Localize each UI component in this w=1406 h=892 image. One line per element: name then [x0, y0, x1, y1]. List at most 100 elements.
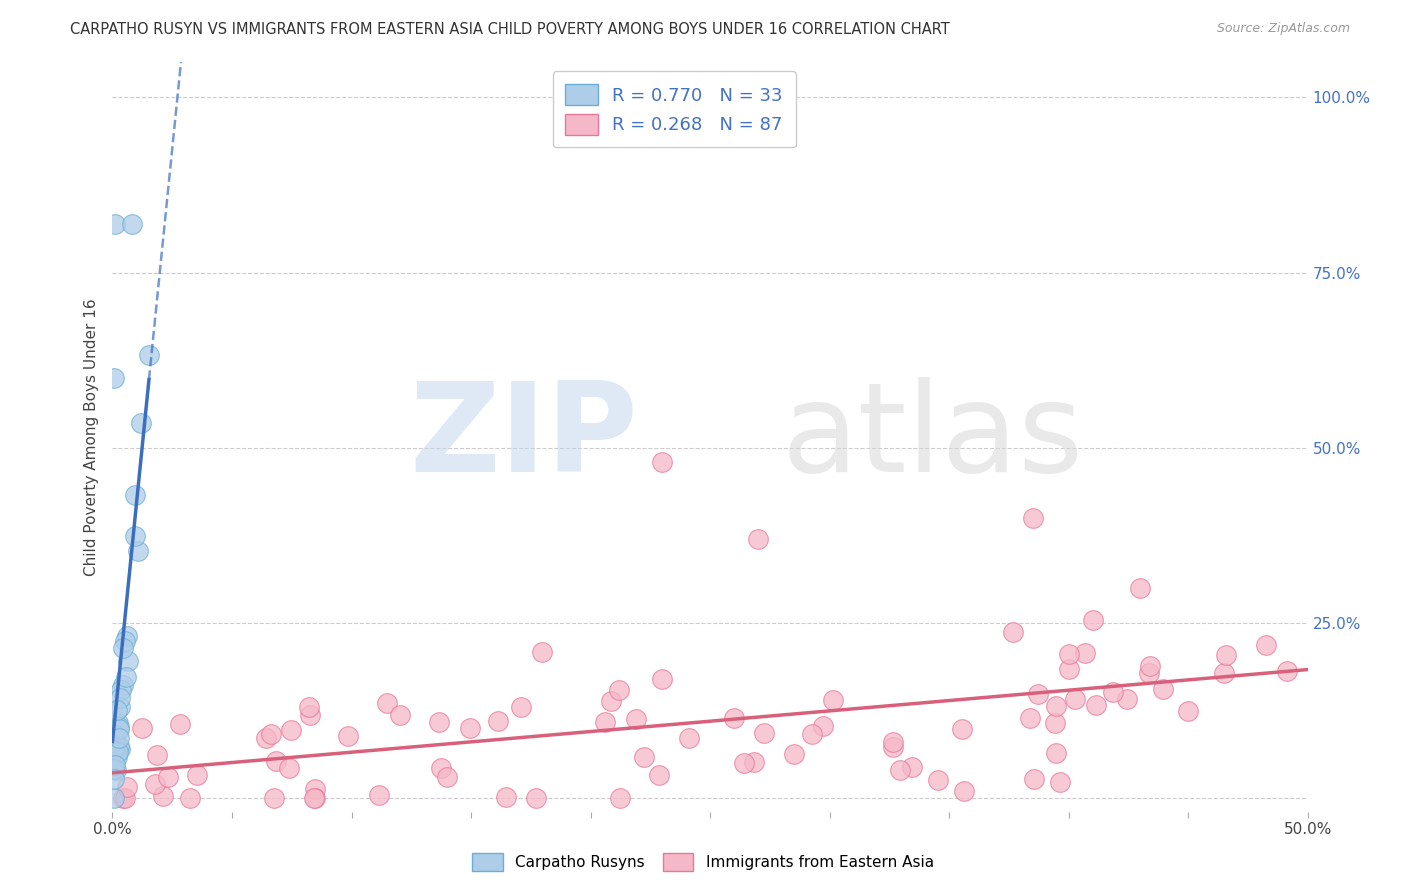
- Point: [107, 716, 129, 731]
- Text: CARPATHO RUSYN VS IMMIGRANTS FROM EASTERN ASIA CHILD POVERTY AMONG BOYS UNDER 16: CARPATHO RUSYN VS IMMIGRANTS FROM EASTER…: [70, 22, 950, 37]
- Point: [114, 634, 136, 648]
- Point: [110, 683, 132, 698]
- Point: [124, 488, 146, 502]
- Text: atlas: atlas: [782, 376, 1084, 498]
- Point: [103, 790, 125, 805]
- Point: [678, 731, 700, 746]
- Point: [648, 768, 671, 782]
- Point: [651, 454, 673, 468]
- Point: [260, 726, 283, 740]
- Point: [1049, 775, 1071, 789]
- Point: [821, 692, 844, 706]
- Point: [427, 715, 450, 730]
- Point: [882, 740, 904, 755]
- Point: [112, 790, 135, 805]
- Point: [1115, 692, 1137, 706]
- Point: [108, 690, 131, 705]
- Point: [900, 760, 922, 774]
- Point: [509, 700, 531, 714]
- Point: [651, 672, 673, 686]
- Point: [950, 722, 973, 736]
- Point: [138, 349, 160, 363]
- Point: [607, 682, 630, 697]
- Point: [254, 731, 277, 746]
- Point: [1256, 638, 1278, 652]
- Point: [747, 532, 769, 546]
- Point: [121, 217, 143, 231]
- Y-axis label: Child Poverty Among Boys Under 16: Child Poverty Among Boys Under 16: [84, 298, 100, 576]
- Point: [112, 678, 135, 692]
- Point: [1073, 646, 1095, 660]
- Point: [1022, 772, 1045, 787]
- Point: [107, 745, 129, 759]
- Point: [131, 721, 153, 735]
- Point: [1215, 648, 1237, 662]
- Point: [108, 731, 131, 746]
- Point: [723, 711, 745, 725]
- Point: [266, 754, 288, 768]
- Text: Source: ZipAtlas.com: Source: ZipAtlas.com: [1216, 22, 1350, 36]
- Point: [277, 761, 299, 775]
- Point: [156, 770, 179, 784]
- Point: [103, 370, 125, 384]
- Point: [108, 721, 131, 735]
- Point: [430, 761, 453, 775]
- Point: [436, 770, 458, 784]
- Point: [299, 707, 322, 722]
- Point: [105, 750, 128, 764]
- Point: [298, 700, 321, 714]
- Point: [624, 712, 647, 726]
- Point: [953, 783, 976, 797]
- Point: [927, 772, 949, 787]
- Point: [1084, 698, 1107, 712]
- Point: [742, 755, 765, 769]
- Point: [1057, 662, 1080, 676]
- Point: [108, 739, 131, 754]
- Point: [337, 729, 360, 743]
- Point: [1018, 711, 1040, 725]
- Point: [302, 790, 325, 805]
- Point: [752, 726, 775, 740]
- Point: [593, 714, 616, 729]
- Point: [782, 747, 804, 761]
- Point: [486, 714, 509, 728]
- Point: [129, 416, 152, 430]
- Point: [1152, 682, 1174, 697]
- Point: [103, 743, 125, 757]
- Point: [124, 529, 146, 543]
- Point: [117, 780, 139, 795]
- Point: [263, 790, 285, 805]
- Point: [889, 763, 911, 777]
- Point: [1212, 665, 1234, 680]
- Point: [114, 790, 136, 805]
- Point: [1063, 691, 1085, 706]
- Point: [169, 716, 191, 731]
- Point: [1177, 704, 1199, 718]
- Point: [127, 544, 149, 558]
- Point: [1275, 664, 1298, 678]
- Point: [609, 790, 631, 805]
- Point: [1045, 715, 1067, 730]
- Point: [458, 722, 481, 736]
- Point: [1045, 746, 1067, 760]
- Point: [114, 670, 136, 684]
- Point: [389, 707, 412, 722]
- Point: [104, 727, 127, 741]
- Legend: R = 0.770   N = 33, R = 0.268   N = 87: R = 0.770 N = 33, R = 0.268 N = 87: [553, 71, 796, 147]
- Point: [1045, 699, 1067, 714]
- Point: [633, 749, 655, 764]
- Point: [143, 777, 166, 791]
- Point: [1137, 665, 1160, 680]
- Point: [104, 764, 127, 778]
- Point: [104, 217, 127, 231]
- Point: [1081, 613, 1104, 627]
- Point: [1022, 510, 1045, 524]
- Point: [186, 768, 208, 782]
- Point: [112, 641, 135, 656]
- Text: ZIP: ZIP: [409, 376, 638, 498]
- Point: [103, 772, 125, 786]
- Point: [368, 788, 391, 802]
- Point: [811, 719, 834, 733]
- Point: [108, 741, 131, 756]
- Point: [117, 654, 139, 668]
